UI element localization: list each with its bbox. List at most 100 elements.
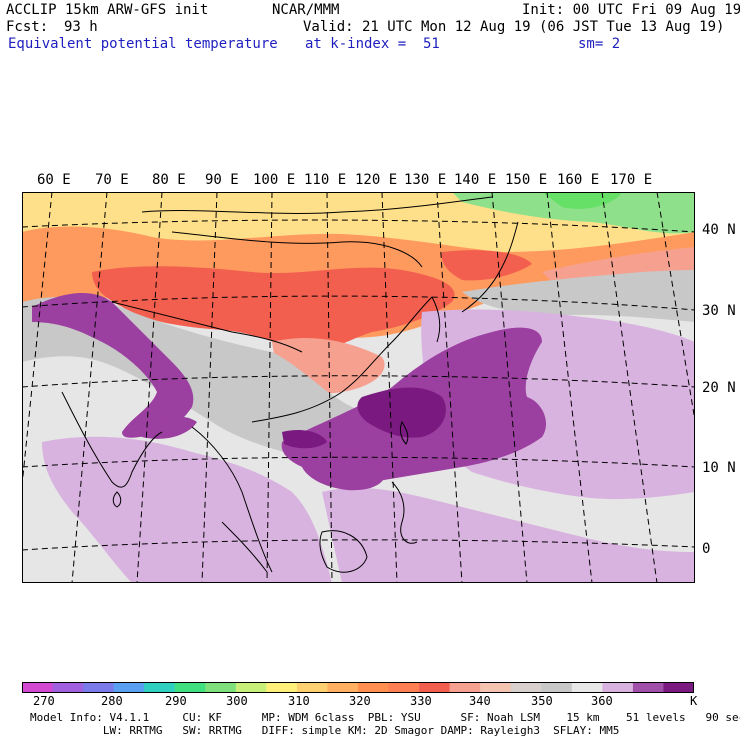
colorbar-swatch bbox=[388, 682, 420, 693]
init-time: Init: 00 UTC Fri 09 Aug 19 bbox=[522, 2, 740, 18]
purple-bay-of-bengal bbox=[142, 416, 197, 439]
meridian-90e bbox=[201, 192, 218, 583]
lat-label: 40 N bbox=[702, 222, 736, 238]
lon-label: 120 E bbox=[355, 172, 398, 188]
colorbar-label: 330 bbox=[410, 694, 432, 708]
purple-himalaya-tongue bbox=[32, 292, 194, 438]
lon-label: 140 E bbox=[454, 172, 497, 188]
colorbar-swatch bbox=[419, 682, 451, 693]
lon-label: 100 E bbox=[253, 172, 296, 188]
colorbar-frame bbox=[22, 682, 694, 693]
colorbar-swatch bbox=[358, 682, 390, 693]
coastline-china bbox=[251, 296, 433, 423]
colorbar-swatch bbox=[205, 682, 237, 693]
colorbar-swatch bbox=[480, 682, 512, 693]
colorbar-swatch bbox=[235, 682, 267, 693]
lat-label: 20 N bbox=[702, 380, 736, 396]
meridian-60e bbox=[22, 192, 53, 491]
meridian-160e bbox=[601, 192, 658, 583]
model-info-line2: LW: RRTMG SW: RRTMG DIFF: simple KM: 2D … bbox=[30, 724, 620, 737]
colorbar-swatch bbox=[541, 682, 573, 693]
colorbar-swatch bbox=[266, 682, 298, 693]
coastline-sumatra bbox=[221, 521, 268, 573]
colorbar-label: 280 bbox=[101, 694, 123, 708]
lon-label: 70 E bbox=[95, 172, 129, 188]
coastline-sri-lanka bbox=[112, 491, 122, 508]
green-northeast-region bbox=[452, 192, 695, 234]
meridian-120e bbox=[381, 192, 398, 583]
lon-label: 170 E bbox=[610, 172, 653, 188]
colorbar-swatch bbox=[632, 682, 664, 693]
colorbar-swatch bbox=[296, 682, 328, 693]
fcst-value: 93 h bbox=[64, 19, 98, 35]
colorbar-swatch bbox=[113, 682, 145, 693]
smooth-label: sm= 2 bbox=[578, 36, 621, 52]
colorbar-label: 300 bbox=[226, 694, 248, 708]
lon-label: 80 E bbox=[152, 172, 186, 188]
colorbar-label: 350 bbox=[531, 694, 553, 708]
colorbar-swatch bbox=[83, 682, 115, 693]
colorbar-swatch bbox=[22, 682, 54, 693]
light-purple-equatorial bbox=[322, 487, 695, 583]
colorbar-label: 320 bbox=[349, 694, 371, 708]
colorbar-swatch bbox=[602, 682, 634, 693]
field-name: Equivalent potential temperature bbox=[8, 36, 278, 52]
colorbar-label: 290 bbox=[165, 694, 187, 708]
lon-label: 150 E bbox=[505, 172, 548, 188]
colorbar-label: 310 bbox=[288, 694, 310, 708]
colorbar-swatch bbox=[663, 682, 694, 693]
model-title: ACCLIP 15km ARW-GFS init bbox=[6, 2, 209, 18]
coastline-russia bbox=[141, 196, 493, 214]
meridian-110e bbox=[326, 192, 333, 583]
lat-label: 10 N bbox=[702, 460, 736, 476]
colorbar-label: 360 bbox=[591, 694, 613, 708]
lat-label: 0 bbox=[702, 541, 711, 557]
coastline-borneo bbox=[319, 530, 368, 573]
colorbar-swatch bbox=[571, 682, 603, 693]
coastline-korea bbox=[431, 296, 441, 343]
colorbar-unit: K bbox=[690, 694, 698, 708]
red-patch-east bbox=[441, 250, 532, 281]
coastline-japan bbox=[461, 221, 519, 313]
colorbar-label: 340 bbox=[469, 694, 491, 708]
coastline-taiwan bbox=[399, 420, 409, 445]
map-panel bbox=[22, 192, 695, 583]
lon-label: 110 E bbox=[304, 172, 347, 188]
map-frame bbox=[22, 192, 695, 583]
bright-green-patch bbox=[542, 192, 622, 209]
coastline-philippines bbox=[391, 481, 418, 544]
purple-south-china-sea bbox=[302, 450, 385, 491]
deep-purple-core-2 bbox=[282, 430, 327, 449]
lon-label: 90 E bbox=[205, 172, 239, 188]
meridian-70e bbox=[71, 192, 108, 583]
colorbar-swatch bbox=[510, 682, 542, 693]
gray-northeast bbox=[462, 270, 695, 322]
border-mongolia bbox=[171, 231, 423, 268]
meridian-130e bbox=[436, 192, 463, 583]
meridian-150e bbox=[546, 192, 593, 583]
colorbar-swatch bbox=[174, 682, 206, 693]
meridian-100e bbox=[266, 192, 273, 583]
colorbar-label: 270 bbox=[33, 694, 55, 708]
colorbar-swatch bbox=[144, 682, 176, 693]
deep-purple-core bbox=[357, 387, 446, 438]
coastline-india bbox=[61, 391, 163, 488]
border-tibet bbox=[111, 301, 303, 353]
colorbar-swatch bbox=[52, 682, 84, 693]
valid-time: Valid: 21 UTC Mon 12 Aug 19 (06 JST Tue … bbox=[303, 19, 725, 35]
lon-label: 130 E bbox=[404, 172, 447, 188]
colorbar-swatch bbox=[449, 682, 481, 693]
org-label: NCAR/MMM bbox=[272, 2, 340, 18]
lon-label: 160 E bbox=[557, 172, 600, 188]
coastline-southeast-asia bbox=[191, 426, 273, 573]
model-info-line1: Model Info: V4.1.1 CU: KF MP: WDM 6class… bbox=[30, 711, 740, 724]
lat-label: 30 N bbox=[702, 303, 736, 319]
fcst-label: Fcst: bbox=[6, 19, 49, 35]
meridian-80e bbox=[136, 192, 163, 583]
colorbar-swatch bbox=[327, 682, 359, 693]
colorbar bbox=[22, 682, 694, 693]
level-label: at k-index = 51 bbox=[305, 36, 440, 52]
light-purple-south bbox=[42, 436, 332, 583]
lon-label: 60 E bbox=[37, 172, 71, 188]
meridian-140e bbox=[491, 192, 528, 583]
